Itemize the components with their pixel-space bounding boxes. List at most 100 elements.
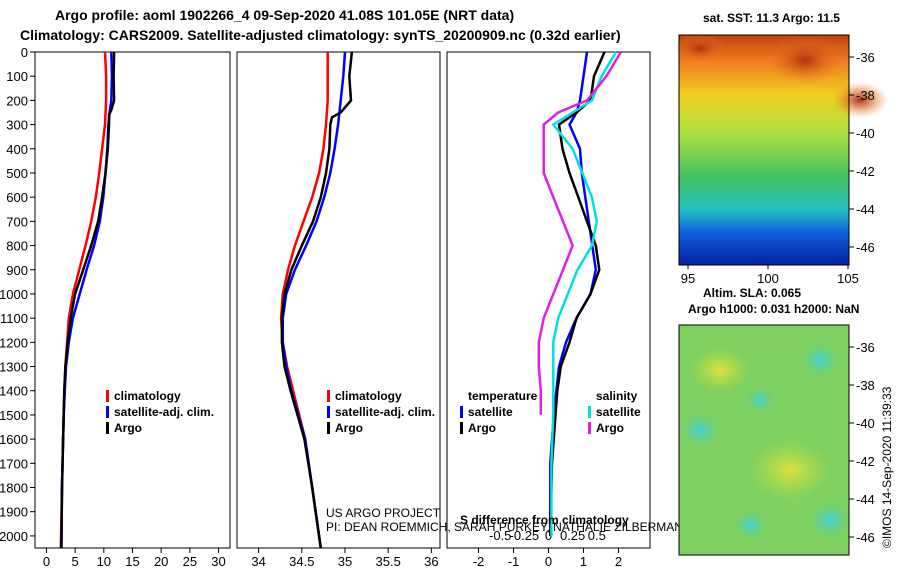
legend-swatch-sal-satellite (588, 406, 591, 418)
legend-label-sal-argo: Argo (596, 421, 624, 435)
x-tick-label: 30 (211, 554, 225, 569)
x-tick-label: 36 (424, 554, 438, 569)
x-tick-label-salinity: 0.5 (588, 528, 606, 543)
y-tick-label: 700 (6, 214, 28, 229)
legend-swatch-temp-argo (460, 422, 463, 434)
sst-map-frame (678, 34, 850, 266)
sla-low-patch (680, 412, 720, 448)
x-tick-label-salinity: -0.25 (510, 528, 540, 543)
x-tick-label: 10 (97, 554, 111, 569)
y-tick-label: 1000 (0, 287, 28, 302)
difference-x-axis: -2 -1 0 1 2 -0.5-0.25 0 0.25 0.5 (473, 528, 622, 569)
sst-map-axes: -36 -38 -40 -42 -44 -46 95 100 105 (681, 50, 875, 286)
y-tick-label: 1600 (0, 432, 28, 447)
x-tick-label: 20 (154, 554, 168, 569)
y-tick-label: 1500 (0, 408, 28, 423)
x-tick-label: 5 (72, 554, 79, 569)
sla-low-patch (800, 342, 840, 378)
map-y-tick-label: -46 (856, 530, 875, 545)
sst-map (675, 33, 888, 266)
y-tick-label: 900 (6, 263, 28, 278)
legend-swatch-climatology (327, 390, 330, 402)
map-x-tick-label: 105 (837, 271, 859, 286)
map-y-tick-label: -42 (856, 454, 875, 469)
legend-title-salinity: salinity (596, 389, 638, 403)
sla-high-patch (690, 348, 750, 392)
y-tick-label: 500 (6, 166, 28, 181)
legend-label-satellite: satellite-adj. clim. (114, 405, 214, 419)
map-y-tick-label: -38 (856, 88, 875, 103)
sla-map-title1: Altim. SLA: 0.065 (703, 286, 801, 300)
series-line (549, 51, 606, 536)
sst-warm-patch (832, 82, 888, 118)
legend-swatch-climatology (106, 390, 109, 402)
y-tick-label: 1200 (0, 335, 28, 350)
legend-label-temp-satellite: satellite (468, 405, 513, 419)
title-line2: Climatology: CARS2009. Satellite-adjuste… (20, 27, 621, 43)
depth-axis: 0 100 200 300 400 500 600 700 800 900 1000 1100 1200… (0, 45, 35, 544)
map-y-tick-label: -44 (856, 202, 875, 217)
salinity-series (279, 51, 354, 549)
temperature-panel (34, 51, 231, 549)
y-tick-label: 600 (6, 190, 28, 205)
y-tick-label: 0 (21, 45, 28, 60)
title-line1: Argo profile: aoml 1902266_4 09-Sep-2020… (55, 7, 514, 23)
legend-label-argo: Argo (335, 421, 363, 435)
sst-warm-patch (765, 35, 845, 85)
map-x-tick-label: 100 (757, 271, 779, 286)
y-tick-label: 300 (6, 118, 28, 133)
x-tick-label: 25 (183, 554, 197, 569)
difference-panel (446, 51, 651, 549)
x-tick-label: 0 (43, 554, 50, 569)
salinity-panel (236, 51, 441, 549)
legend-swatch-satellite (106, 406, 109, 418)
legend-swatch-argo (106, 422, 109, 434)
x-tick-label-salinity: -0.5 (489, 528, 511, 543)
x-tick-label: -1 (508, 554, 520, 569)
legend-swatch-satellite (327, 406, 330, 418)
legend-label-satellite: satellite-adj. clim. (335, 405, 435, 419)
sst-map-title: sat. SST: 11.3 Argo: 11.5 (703, 11, 840, 25)
map-y-tick-label: -42 (856, 164, 875, 179)
sla-map-axes: -36 -38 -40 -42 -44 -46 (849, 340, 875, 545)
imos-credit: ©IMOS 14-Sep-2020 11:39:33 (880, 386, 894, 548)
map-x-tick-label: 95 (681, 271, 695, 286)
legend-swatch-temp-satellite (460, 406, 463, 418)
y-tick-label: 200 (6, 93, 28, 108)
legend-swatch-argo (327, 422, 330, 434)
series-line (550, 51, 618, 536)
x-tick-label: -2 (473, 554, 485, 569)
y-tick-label: 1900 (0, 505, 28, 520)
legend-label-climatology: climatology (114, 389, 181, 403)
sla-low-patch (808, 500, 852, 540)
x-tick-label: 35 (338, 554, 352, 569)
temperature-legend: climatology satellite-adj. clim. Argo (106, 389, 214, 435)
y-tick-label: 1100 (0, 311, 28, 326)
map-y-tick-label: -40 (856, 126, 875, 141)
y-tick-label: 400 (6, 142, 28, 157)
y-tick-label: 1400 (0, 384, 28, 399)
sst-warm-patch (675, 33, 725, 63)
x-tick-label: 34.5 (289, 554, 314, 569)
s-difference-label: S difference from climatology (460, 513, 629, 527)
legend-label-temp-argo: Argo (468, 421, 496, 435)
x-tick-label-salinity: 0 (545, 528, 552, 543)
sla-high-patch (750, 440, 830, 500)
pi-credit: PI: DEAN ROEMMICH, SARAH PURKEY, NATHALI… (326, 520, 771, 534)
sla-low-patch (732, 510, 768, 540)
map-y-tick-label: -44 (856, 492, 875, 507)
difference-legend: temperature salinity satellite Argo sate… (460, 389, 641, 435)
legend-label-climatology: climatology (335, 389, 402, 403)
legend-label-sal-satellite: satellite (596, 405, 641, 419)
series-line (60, 51, 116, 549)
legend-swatch-sal-argo (588, 422, 591, 434)
sla-low-patch (745, 386, 775, 414)
y-tick-label: 1800 (0, 481, 28, 496)
x-tick-label: 35.5 (376, 554, 401, 569)
temperature-series (59, 51, 116, 549)
sla-map-frame (678, 324, 850, 556)
x-tick-label-salinity: 0.25 (560, 528, 585, 543)
temperature-x-axis: 0 5 10 15 20 25 30 (43, 548, 226, 569)
series-line (280, 51, 354, 549)
